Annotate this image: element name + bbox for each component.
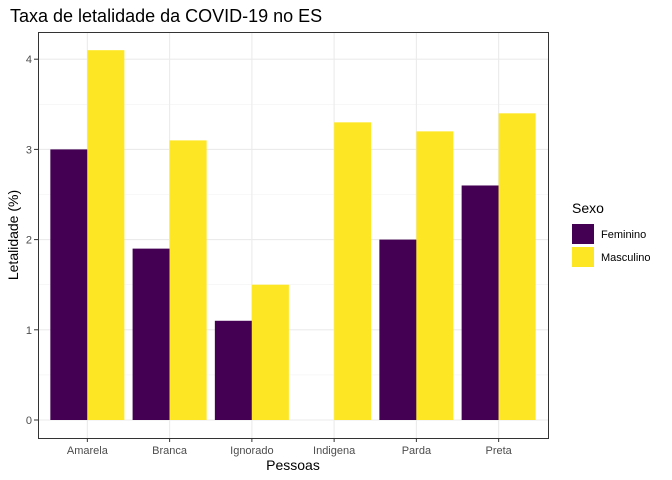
bars bbox=[50, 50, 536, 421]
bar-masculino-preta bbox=[498, 113, 536, 420]
legend-key-feminino bbox=[572, 224, 594, 244]
bar-masculino-indigena bbox=[334, 122, 372, 420]
legend-key-masculino bbox=[572, 247, 594, 267]
x-tick-label: Indigena bbox=[313, 445, 356, 457]
x-axis-ticks: Amarela Branca Ignorado Indigena Parda Preta bbox=[67, 438, 513, 457]
x-axis-title: Pessoas bbox=[266, 457, 320, 473]
y-tick-label: 4 bbox=[26, 54, 32, 66]
y-tick-label: 1 bbox=[26, 325, 32, 337]
legend-title: Sexo bbox=[572, 200, 604, 216]
x-tick-label: Amarela bbox=[67, 445, 109, 457]
panel-border bbox=[38, 32, 549, 439]
legend: Sexo Feminino Masculino bbox=[572, 200, 651, 267]
bar-feminino-amarela bbox=[50, 149, 88, 420]
bar-feminino-preta bbox=[461, 185, 499, 420]
legend-label-masculino: Masculino bbox=[601, 252, 651, 264]
bar-feminino-branca bbox=[132, 248, 170, 420]
y-tick-label: 2 bbox=[26, 235, 32, 247]
x-tick-label: Parda bbox=[402, 445, 432, 457]
x-tick-label: Branca bbox=[152, 445, 188, 457]
bar-masculino-branca bbox=[169, 140, 207, 420]
bar-feminino-parda bbox=[379, 239, 417, 420]
x-tick-label: Ignorado bbox=[230, 445, 273, 457]
x-tick-label: Preta bbox=[485, 445, 512, 457]
legend-label-feminino: Feminino bbox=[601, 229, 646, 241]
bar-masculino-ignorado bbox=[251, 284, 289, 420]
y-axis-title: Letalidade (%) bbox=[5, 190, 21, 280]
y-axis-ticks: 0 1 2 3 4 bbox=[26, 54, 38, 427]
y-tick-label: 3 bbox=[26, 144, 32, 156]
bar-masculino-amarela bbox=[87, 50, 125, 421]
chart-title: Taxa de letalidade da COVID-19 no ES bbox=[10, 6, 322, 26]
y-tick-label: 0 bbox=[26, 415, 32, 427]
bar-feminino-ignorado bbox=[214, 320, 252, 420]
bar-masculino-parda bbox=[416, 131, 454, 421]
